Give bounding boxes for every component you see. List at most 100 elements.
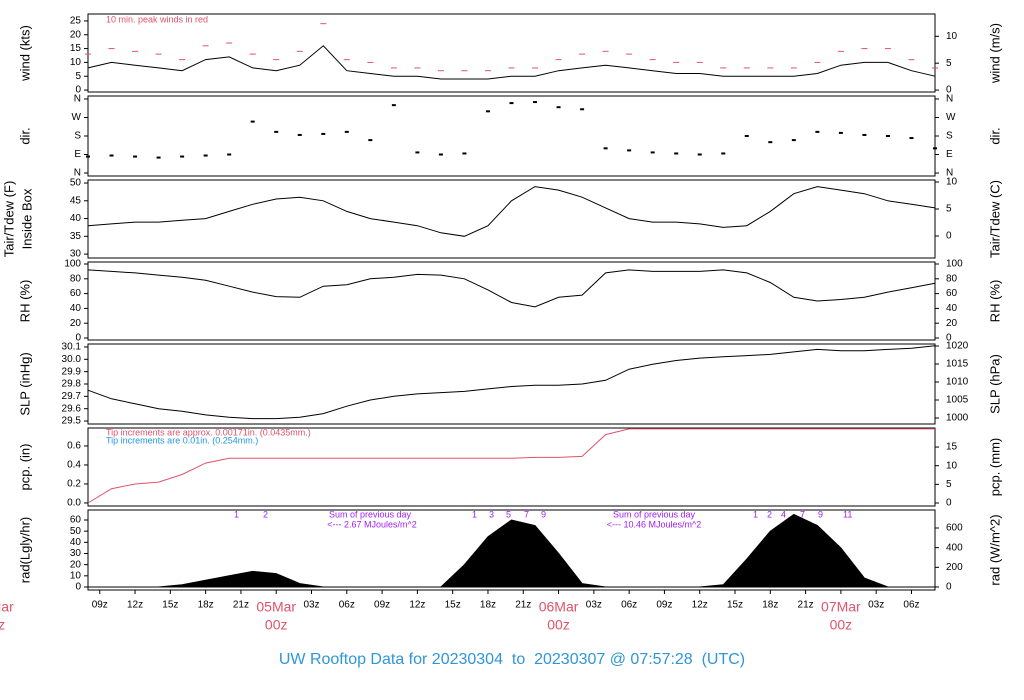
- y-tick-label: 20: [70, 559, 82, 570]
- y-tick-label: 0: [75, 85, 81, 96]
- dir-point: [133, 155, 138, 158]
- dir-point: [627, 149, 632, 152]
- dir-point: [227, 153, 232, 156]
- annotation: Tip increments are 0.01in. (0.254mm.): [106, 435, 258, 445]
- dir-point: [838, 131, 843, 134]
- y-tick-label: 0: [75, 333, 81, 344]
- x-tick-label: 09z: [374, 600, 390, 611]
- x-tick-label: 21z: [233, 600, 249, 611]
- y2-axis-label: pcp. (mm): [987, 438, 1002, 497]
- panel-frame: [87, 13, 936, 93]
- y-tick-label: 0.0: [67, 498, 81, 509]
- annotation: 5: [506, 509, 511, 519]
- radiation-area: [87, 513, 936, 588]
- y2-tick-label: 1020: [946, 341, 969, 352]
- annotation: <--- 2.67 MJoules/m^2: [327, 519, 417, 529]
- y2-tick-label: 80: [946, 273, 958, 284]
- y-tick-label: 30.0: [62, 354, 82, 365]
- y-tick-label: 29.9: [62, 366, 82, 377]
- y2-axis-label: rad (W/m^2): [987, 514, 1002, 585]
- x-tick-label: 03z: [586, 600, 602, 611]
- y2-tick-label: S: [946, 131, 953, 142]
- y-axis-label: dir.: [17, 127, 32, 144]
- annotation: Tip increments are approx. 0.00171in. (0…: [106, 427, 311, 437]
- y2-tick-label: 1015: [946, 359, 969, 370]
- y-tick-label: 10: [70, 57, 82, 68]
- day-label: 04Mar: [0, 599, 14, 615]
- panel-frame: [87, 343, 936, 425]
- annotation: 4: [781, 509, 786, 519]
- y2-tick-label: 20: [946, 318, 958, 329]
- y-axis-label: RH (%): [17, 280, 32, 323]
- x-tick-label: 06z: [621, 600, 637, 611]
- dir-point: [274, 130, 279, 133]
- y2-tick-label: 200: [946, 562, 963, 573]
- y2-tick-label: N: [946, 168, 953, 179]
- y-tick-label: E: [74, 149, 81, 160]
- dir-point: [603, 147, 608, 150]
- x-tick-label: 15z: [445, 600, 461, 611]
- series-line: [87, 186, 936, 237]
- annotation: 1: [472, 509, 477, 519]
- y2-tick-label: 15: [946, 442, 958, 453]
- y-tick-label: 15: [70, 43, 82, 54]
- series-line: [87, 345, 936, 420]
- y-tick-label: 29.6: [62, 403, 82, 414]
- y-tick-label: 25: [70, 16, 82, 27]
- y2-tick-label: 1010: [946, 377, 969, 388]
- y2-tick-label: 40: [946, 303, 958, 314]
- annotation: 2: [263, 509, 268, 519]
- day-label: 05Mar: [256, 599, 296, 615]
- dir-point: [485, 110, 490, 113]
- y2-axis-label: SLP (hPa): [987, 354, 1002, 414]
- y-tick-label: 29.5: [62, 416, 82, 427]
- dir-point: [344, 130, 349, 133]
- dir-point: [297, 133, 302, 136]
- dir-point: [86, 155, 90, 158]
- annotation: 2: [767, 509, 772, 519]
- x-tick-label: 12z: [127, 600, 143, 611]
- x-tick-label: 12z: [692, 600, 708, 611]
- y2-tick-label: 400: [946, 542, 963, 553]
- day-hour-label: 00z: [0, 617, 5, 633]
- dir-point: [156, 156, 161, 159]
- dir-point: [885, 134, 890, 137]
- y2-tick-label: 0: [946, 231, 952, 242]
- y2-axis-label: wind (m/s): [987, 23, 1002, 84]
- annotation: <--- 10.46 MJoules/m^2: [607, 519, 702, 529]
- series-line: [87, 428, 935, 504]
- y-tick-label: 50: [70, 526, 82, 537]
- y-tick-label: W: [72, 112, 82, 123]
- y2-tick-label: 10: [946, 460, 958, 471]
- annotation: 9: [541, 509, 546, 519]
- y-tick-label: 29.7: [62, 391, 82, 402]
- panel-frame: [87, 261, 936, 341]
- day-label: 06Mar: [539, 599, 579, 615]
- panel-frame: [87, 509, 936, 591]
- dir-point: [462, 152, 467, 155]
- y-tick-label: 20: [70, 318, 82, 329]
- y-tick-label: 40: [70, 213, 82, 224]
- y2-tick-label: 10: [946, 177, 958, 188]
- y2-tick-label: 0: [946, 85, 952, 96]
- y-tick-label: 30.1: [62, 342, 82, 353]
- y-axis-label: rad(Lgly/hr): [17, 517, 32, 583]
- y2-axis-label: RH (%): [987, 280, 1002, 323]
- x-tick-label: 06z: [339, 600, 355, 611]
- dir-point: [768, 141, 773, 144]
- y2-tick-label: N: [946, 94, 953, 105]
- dir-point: [933, 147, 937, 150]
- y-tick-label: S: [74, 131, 81, 142]
- y-tick-label: 10: [70, 570, 82, 581]
- y2-tick-label: 1005: [946, 395, 969, 406]
- y2-axis-label: dir.: [987, 127, 1002, 144]
- y2-axis-label: Tair/Tdew (C): [987, 180, 1002, 258]
- y2-tick-label: 10: [946, 31, 958, 42]
- y2-tick-label: 0: [946, 582, 952, 593]
- y-tick-label: 50: [70, 178, 82, 189]
- y-tick-label: 29.8: [62, 379, 82, 390]
- dir-point: [368, 139, 373, 142]
- y2-tick-label: E: [946, 149, 953, 160]
